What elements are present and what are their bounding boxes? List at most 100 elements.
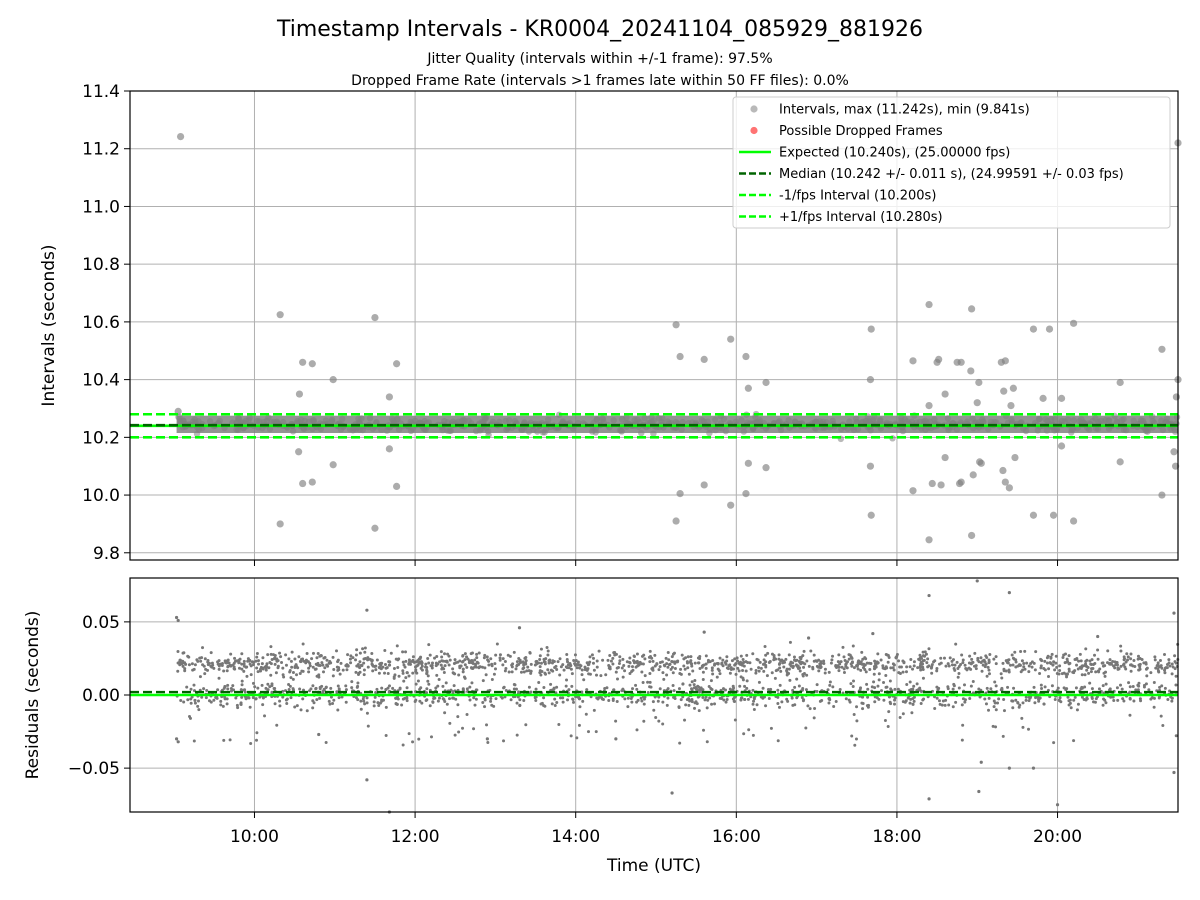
residual-point-dense bbox=[892, 663, 896, 667]
residual-point-dense bbox=[613, 653, 617, 657]
interval-point-dense bbox=[1130, 417, 1137, 424]
residual-point-dense bbox=[728, 687, 732, 691]
residual-point-dense bbox=[329, 695, 333, 699]
residual-point-dense bbox=[465, 655, 469, 659]
intervals-y-axis-label: Intervals (seconds) bbox=[39, 244, 59, 406]
residual-point-dense bbox=[187, 655, 191, 659]
residual-point-dense bbox=[1075, 663, 1079, 667]
residual-point-dense bbox=[281, 666, 285, 670]
residual-point-dense bbox=[1090, 695, 1094, 699]
residual-point-dense bbox=[887, 710, 891, 714]
residual-point-dense bbox=[642, 719, 646, 723]
residual-point-dense bbox=[1128, 685, 1132, 689]
residual-point-dense bbox=[708, 696, 712, 700]
residual-point-dense bbox=[1122, 655, 1126, 659]
residual-point-dense bbox=[687, 703, 691, 707]
residual-point-dense bbox=[572, 658, 576, 662]
residual-point-dense bbox=[565, 678, 569, 682]
residual-point-dense bbox=[192, 739, 196, 743]
residual-point-dense bbox=[709, 679, 713, 683]
residual-point-dense bbox=[1062, 686, 1066, 690]
residual-point-dense bbox=[504, 666, 508, 670]
residual-point-dense bbox=[254, 697, 258, 701]
residual-point-dense bbox=[576, 660, 580, 664]
residual-point-dense bbox=[953, 663, 957, 667]
residual-point-dense bbox=[658, 687, 662, 691]
residual-point-dense bbox=[452, 671, 456, 675]
intervals-ytick-label-3: 10.4 bbox=[82, 371, 120, 391]
residual-point-dense bbox=[515, 664, 519, 668]
residual-point-dense bbox=[222, 738, 226, 742]
residual-point-dense bbox=[331, 674, 335, 678]
residual-point-dense bbox=[1173, 654, 1177, 658]
interval-point-dense bbox=[829, 417, 836, 425]
interval-point-3 bbox=[276, 311, 284, 319]
residual-point-dense bbox=[720, 662, 724, 666]
residual-point-dense bbox=[733, 657, 737, 661]
residual-point-dense bbox=[802, 671, 806, 675]
residual-point-dense bbox=[229, 663, 233, 667]
residual-point-dense bbox=[411, 740, 415, 744]
residual-point-dense bbox=[311, 684, 315, 688]
residual-point-dense bbox=[808, 707, 812, 711]
residual-point-dense bbox=[1084, 647, 1088, 651]
residual-point-dense bbox=[628, 661, 632, 665]
legend-label-0: Intervals, max (11.242s), min (9.841s) bbox=[779, 103, 1030, 118]
residual-point-dense bbox=[436, 684, 440, 688]
interval-point-37 bbox=[909, 357, 917, 365]
residual-point-dense bbox=[885, 666, 889, 670]
residual-point-dense bbox=[426, 674, 430, 678]
residual-point-dense bbox=[510, 665, 514, 669]
residual-point-dense bbox=[1167, 658, 1171, 662]
residual-point-dense bbox=[518, 658, 522, 662]
residual-point-dense bbox=[957, 686, 961, 690]
residual-point-dense bbox=[741, 678, 745, 682]
residual-point-dense bbox=[766, 688, 770, 692]
residual-point-dense bbox=[425, 691, 429, 695]
residual-point-dense bbox=[1129, 663, 1133, 667]
residual-point-8 bbox=[927, 593, 931, 598]
residual-point-dense bbox=[737, 669, 741, 673]
interval-point-dense bbox=[664, 418, 671, 425]
residual-point-dense bbox=[1119, 644, 1123, 648]
residual-point-dense bbox=[690, 700, 694, 704]
residual-point-dense bbox=[792, 655, 796, 659]
residual-point-dense bbox=[935, 669, 939, 673]
residual-point-dense bbox=[539, 647, 543, 651]
residual-point-dense bbox=[686, 655, 690, 659]
residual-point-dense bbox=[684, 703, 688, 707]
residual-point-dense bbox=[840, 665, 844, 669]
residual-point-dense bbox=[481, 679, 485, 683]
residual-point-dense bbox=[1111, 695, 1115, 699]
residual-point-dense bbox=[843, 658, 847, 662]
residual-point-dense bbox=[515, 733, 519, 737]
residual-point-dense bbox=[961, 661, 965, 665]
residual-point-dense bbox=[673, 661, 677, 665]
residual-point-dense bbox=[721, 658, 725, 662]
residual-point-dense bbox=[424, 662, 428, 666]
residual-point-dense bbox=[1144, 667, 1148, 671]
interval-point-11 bbox=[329, 376, 337, 384]
residual-point-dense bbox=[526, 665, 530, 669]
interval-point-10 bbox=[308, 478, 316, 486]
residual-point-dense bbox=[418, 687, 422, 691]
residual-point-dense bbox=[418, 699, 422, 703]
residual-point-dense bbox=[762, 662, 766, 666]
residual-point-dense bbox=[1007, 658, 1011, 662]
residual-point-dense bbox=[411, 671, 415, 675]
residual-point-dense bbox=[679, 667, 683, 671]
residual-point-dense bbox=[481, 701, 485, 705]
interval-point-dense bbox=[206, 418, 214, 425]
residual-point-dense bbox=[539, 673, 543, 677]
residual-point-dense bbox=[578, 705, 582, 709]
residual-point-dense bbox=[1106, 661, 1110, 665]
residual-point-dense bbox=[704, 666, 708, 670]
residual-point-dense bbox=[1054, 661, 1058, 665]
residual-point-dense bbox=[648, 660, 652, 664]
residual-point-dense bbox=[1137, 684, 1141, 688]
residual-point-dense bbox=[461, 653, 465, 657]
residual-point-dense bbox=[1108, 658, 1112, 662]
interval-point-83 bbox=[1171, 462, 1180, 470]
residual-point-dense bbox=[300, 669, 304, 673]
residual-point-dense bbox=[648, 672, 652, 676]
